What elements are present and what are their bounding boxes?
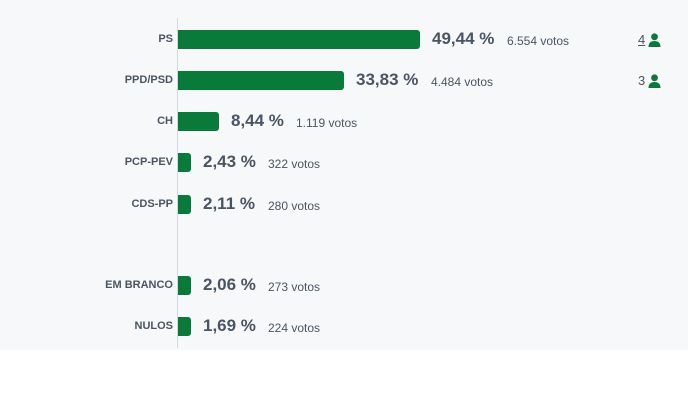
percentage-label: 2,43 % [203,152,256,171]
votes-label: 6.554 votos [507,34,570,48]
party-label: PPD/PSD [124,74,173,86]
result-row: CH 8,44 % 1.119 votos [0,111,688,132]
party-label: PCP-PEV [124,156,173,168]
votes-label: 273 votos [268,280,321,294]
person-icon [648,73,661,88]
percentage-label: 49,44 % [432,29,495,48]
results-panel [177,18,178,348]
result-row: NULOS 1,69 % 224 votos [0,316,688,337]
percentage-label: 33,83 % [356,70,419,89]
result-row: PPD/PSD 33,83 % 4.484 votos 3 [0,70,688,91]
result-bar [178,276,191,295]
percentage-label: 8,44 % [231,111,284,130]
votes-label: 280 votos [268,199,321,213]
votes-label: 224 votos [268,321,321,335]
result-row: CDS-PP 2,11 % 280 votos [0,194,688,215]
percentage-label: 2,06 % [203,275,256,294]
result-bar [178,71,344,90]
result-bar [178,112,219,131]
votes-label: 322 votos [268,157,321,171]
result-bar [178,30,420,49]
result-bar [178,153,191,172]
party-label: EM BRANCO [105,279,173,291]
axis-line [177,18,178,348]
party-label: CDS-PP [131,198,173,210]
seats-count[interactable]: 4 [638,31,661,47]
result-row: PCP-PEV 2,43 % 322 votos [0,152,688,173]
result-bar [178,317,191,336]
party-label: CH [157,115,173,127]
seats-count: 3 [638,72,661,88]
result-row: EM BRANCO 2,06 % 273 votos [0,275,688,296]
result-row: PS 49,44 % 6.554 votos 4 [0,29,688,50]
percentage-label: 2,11 % [203,194,255,213]
party-label: NULOS [134,320,174,332]
votes-label: 1.119 votos [296,116,358,130]
result-bar [178,195,191,214]
seats-number[interactable]: 4 [638,32,646,48]
seats-number: 3 [638,73,646,89]
votes-label: 4.484 votos [431,75,494,89]
party-label: PS [158,33,173,45]
person-icon [648,32,661,47]
percentage-label: 1,69 % [203,316,256,335]
